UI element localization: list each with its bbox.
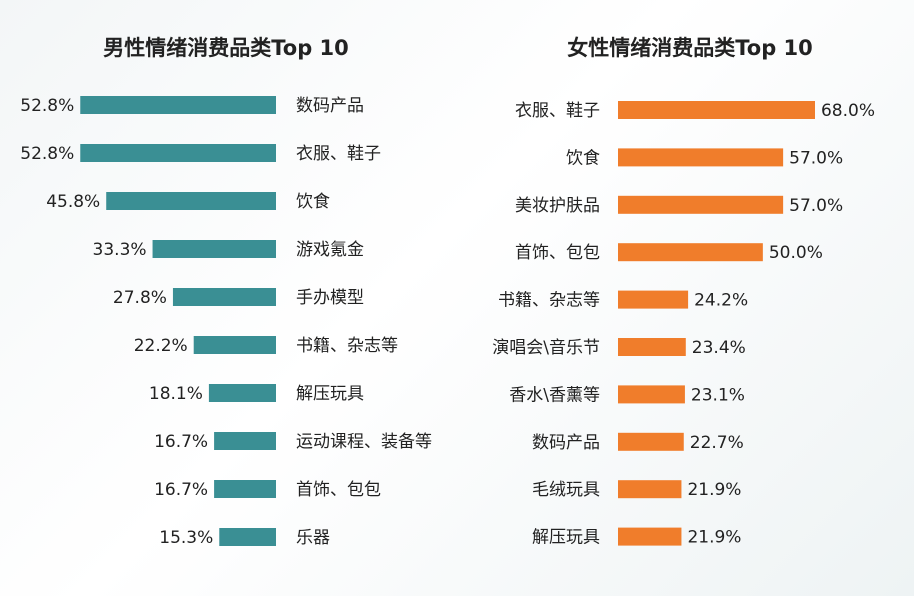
male-category-label: 数码产品	[296, 96, 364, 116]
male-value-label: 52.8%	[20, 144, 74, 164]
female-value-label: 22.7%	[690, 433, 744, 453]
female-value-label: 57.0%	[789, 148, 843, 168]
female-bar	[618, 338, 686, 356]
female-category-label: 美妆护肤品	[515, 196, 600, 216]
female-value-label: 50.0%	[769, 243, 823, 263]
female-category-label: 解压玩具	[532, 528, 600, 548]
female-bar	[618, 148, 784, 167]
female-chart-title: 女性情绪消费品类Top 10	[567, 36, 813, 60]
male-bar	[208, 384, 276, 402]
male-category-label: 衣服、鞋子	[296, 144, 381, 164]
male-value-label: 27.8%	[113, 288, 167, 308]
male-value-label: 16.7%	[154, 480, 208, 500]
male-category-label: 书籍、杂志等	[296, 336, 398, 356]
male-value-label: 45.8%	[46, 192, 100, 212]
female-category-label: 书籍、杂志等	[498, 291, 600, 311]
female-bar	[618, 432, 684, 451]
female-bar	[618, 195, 784, 214]
male-category-label: 乐器	[296, 528, 330, 548]
male-value-label: 52.8%	[20, 96, 74, 116]
female-category-label: 饮食	[566, 148, 600, 168]
female-bar	[618, 243, 763, 262]
female-category-label: 香水\香薰等	[509, 385, 600, 405]
male-bar	[80, 144, 276, 162]
female-chart: 女性情绪消费品类Top 10 68.0% 衣服、鞋子 57.0% 饮食 57.0% 美妆护…	[492, 36, 875, 548]
female-value-label: 21.9%	[687, 528, 741, 548]
male-value-label: 18.1%	[149, 384, 203, 404]
male-bar	[172, 288, 276, 306]
male-category-label: 运动课程、装备等	[296, 432, 432, 452]
female-category-label: 衣服、鞋子	[515, 101, 600, 121]
female-category-label: 首饰、包包	[515, 243, 600, 263]
female-value-label: 68.0%	[821, 101, 875, 121]
male-category-label: 首饰、包包	[296, 480, 381, 500]
male-bar	[214, 480, 276, 498]
female-category-label: 毛绒玩具	[532, 480, 600, 500]
male-bar	[80, 96, 276, 114]
male-bar	[152, 240, 276, 258]
female-bar	[618, 101, 815, 119]
female-value-label: 57.0%	[789, 196, 843, 216]
male-value-label: 33.3%	[93, 240, 147, 260]
male-category-label: 游戏氪金	[296, 240, 364, 260]
male-category-label: 手办模型	[296, 288, 364, 308]
male-bar	[106, 192, 277, 210]
female-bar	[618, 480, 682, 499]
male-category-label: 饮食	[296, 192, 330, 212]
male-bar	[214, 432, 276, 450]
female-bar	[618, 290, 689, 309]
male-value-label: 16.7%	[154, 432, 208, 452]
male-value-label: 22.2%	[134, 336, 188, 356]
male-value-label: 15.3%	[159, 528, 213, 548]
male-bar	[193, 336, 276, 354]
female-value-label: 24.2%	[694, 291, 748, 311]
female-category-label: 演唱会\音乐节	[492, 338, 600, 358]
female-bar	[618, 385, 685, 404]
female-bar	[618, 527, 682, 546]
male-bar	[219, 528, 276, 546]
male-category-label: 解压玩具	[296, 384, 364, 404]
male-chart-title: 男性情绪消费品类Top 10	[103, 36, 349, 60]
female-value-label: 23.1%	[691, 385, 745, 405]
female-value-label: 21.9%	[687, 480, 741, 500]
female-category-label: 数码产品	[532, 433, 600, 453]
male-chart: 男性情绪消费品类Top 10 52.8% 数码产品 52.8% 衣服、鞋子 45.8% 饮…	[20, 36, 432, 548]
female-value-label: 23.4%	[692, 338, 746, 358]
